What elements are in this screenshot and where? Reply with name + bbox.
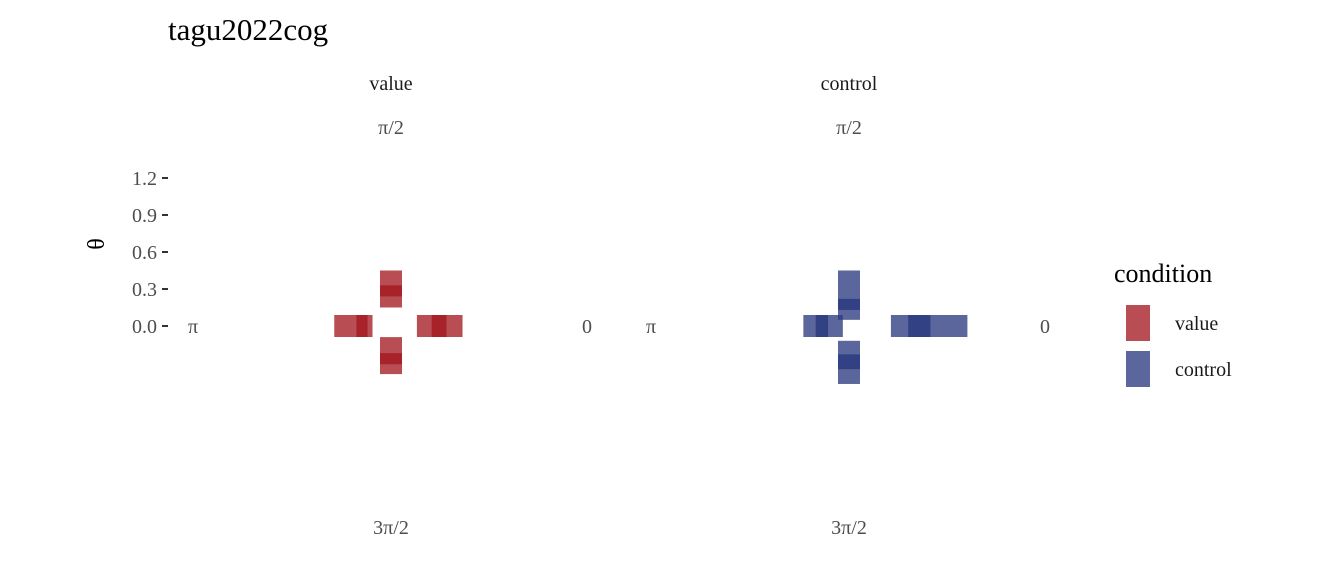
direction-label-top: π/2	[378, 117, 404, 139]
legend-swatch-control	[1126, 351, 1150, 387]
y-axis: 0.0 0.3 0.6 0.9 1.2	[132, 168, 168, 338]
facet-label-value: value	[369, 73, 412, 95]
y-tick-label: 0.0	[132, 316, 157, 338]
legend-swatch-value	[1126, 305, 1150, 341]
direction-label-right: 0	[1040, 316, 1050, 338]
facet-label-control: control	[821, 73, 878, 95]
direction-label-left: π	[188, 316, 198, 338]
bar-core-control	[815, 315, 829, 337]
y-tick-label: 1.2	[132, 168, 157, 190]
y-tick-label: 0.3	[132, 279, 157, 301]
bar-core-control	[838, 354, 860, 370]
chart-marks	[334, 270, 968, 384]
legend-label-value: value	[1175, 313, 1218, 335]
chart-title: tagu2022cog	[168, 12, 328, 47]
direction-label-bottom: 3π/2	[831, 517, 867, 539]
bar-core-control	[838, 298, 860, 310]
bar-core-value	[356, 315, 368, 337]
legend-label-control: control	[1175, 359, 1232, 381]
y-tick-label: 0.9	[132, 205, 157, 227]
bar-core-value	[431, 315, 447, 337]
bar-control	[838, 270, 860, 320]
y-axis-title: θ	[84, 238, 110, 250]
bar-core-control	[908, 315, 931, 337]
direction-label-top: π/2	[836, 117, 862, 139]
direction-label-left: π	[646, 316, 656, 338]
direction-label-right: 0	[582, 316, 592, 338]
direction-label-bottom: 3π/2	[373, 517, 409, 539]
bar-core-value	[380, 285, 402, 297]
legend-title: condition	[1114, 259, 1212, 288]
bar-core-value	[380, 353, 402, 365]
y-tick-label: 0.6	[132, 242, 157, 264]
